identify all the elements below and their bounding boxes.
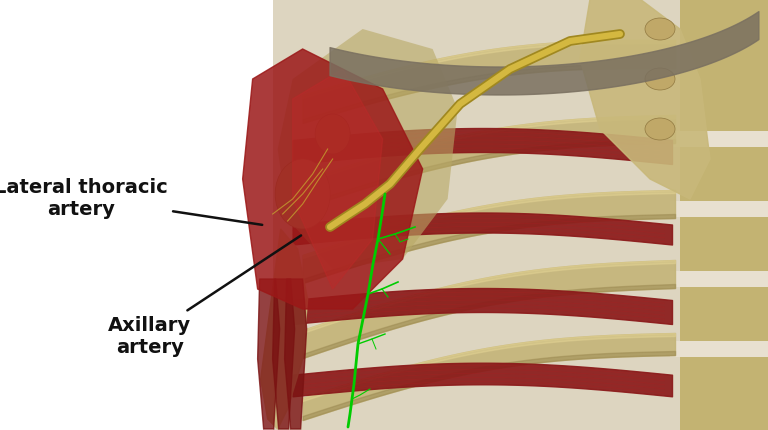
Bar [670, 271, 768, 287]
Bar [273, 0, 768, 430]
Polygon shape [243, 50, 422, 309]
Polygon shape [285, 280, 306, 429]
Ellipse shape [645, 119, 675, 141]
Ellipse shape [315, 115, 350, 155]
Polygon shape [257, 280, 280, 429]
Bar [670, 132, 768, 147]
Bar [670, 341, 768, 357]
Bar [670, 202, 768, 218]
Ellipse shape [275, 160, 330, 230]
Bar [0, 0, 273, 430]
Text: Axillary
artery: Axillary artery [108, 236, 301, 356]
Ellipse shape [645, 19, 675, 41]
Polygon shape [260, 230, 308, 429]
Polygon shape [278, 30, 458, 269]
Polygon shape [580, 0, 710, 200]
Bar [680, 0, 768, 430]
Bar [680, 0, 768, 430]
Text: Lateral thoracic
artery: Lateral thoracic artery [0, 177, 262, 225]
Polygon shape [293, 70, 382, 289]
Ellipse shape [645, 69, 675, 91]
Polygon shape [273, 280, 295, 429]
